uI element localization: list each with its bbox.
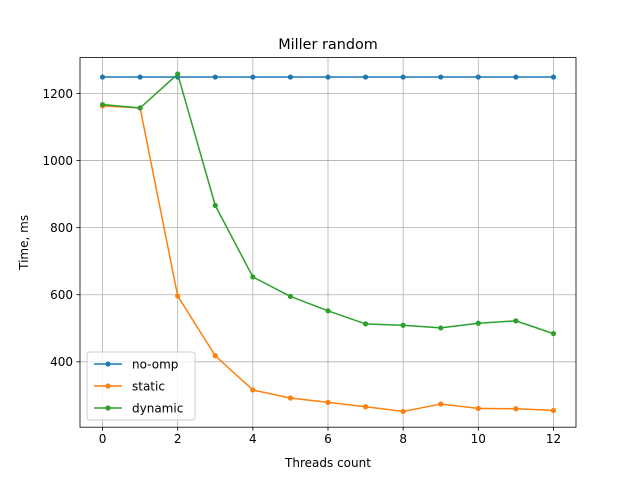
legend-label-no-omp: no-omp [132,358,178,372]
data-point-static [287,395,294,401]
x-tick-label: 0 [99,432,107,446]
data-point-static [250,387,256,393]
data-point-dynamic [212,202,218,209]
data-point-no-omp [137,74,143,80]
y-tick-label: 1000 [42,154,73,168]
data-point-dynamic [550,331,557,337]
x-axis-label: Threads count [284,456,371,470]
data-point-static [212,353,218,359]
data-point-dynamic [287,293,294,299]
data-point-no-omp [550,74,557,80]
data-point-static [325,399,331,405]
series-no-omp [99,74,557,80]
chart-title: Miller random [278,37,378,53]
series-group [99,71,557,415]
series-dynamic [99,71,557,337]
data-point-dynamic [513,318,519,324]
data-point-dynamic [438,325,444,331]
legend-marker-no-omp [105,361,111,367]
data-point-no-omp [325,74,331,80]
y-tick-label: 800 [50,221,73,235]
y-tick-label: 1200 [42,87,73,101]
ticks: 0 2 4 6 8 10 12 400 600 800 1000 1200 [42,87,561,446]
data-point-no-omp [250,74,256,80]
y-tick-label: 600 [50,288,73,302]
data-point-no-omp [438,74,444,80]
data-point-no-omp [212,74,218,80]
data-point-no-omp [400,74,406,80]
data-point-dynamic [250,274,256,280]
data-point-no-omp [475,74,481,80]
x-tick-label: 4 [249,432,257,446]
data-point-no-omp [99,74,106,80]
legend-box [86,351,196,421]
legend: no-omp static dynamic [86,351,196,421]
data-point-no-omp [513,74,519,80]
data-point-dynamic [362,321,369,327]
data-point-static [362,404,369,410]
data-point-no-omp [287,74,294,80]
data-point-dynamic [325,308,331,314]
data-point-dynamic [175,71,181,77]
x-tick-label: 6 [324,432,332,446]
y-axis-label: Time, ms [17,215,31,271]
data-point-dynamic [137,105,143,111]
x-tick-label: 10 [471,432,486,446]
data-point-static [550,407,557,414]
data-point-static [175,293,181,299]
legend-marker-static [105,383,111,389]
legend-marker-dynamic [105,405,111,411]
x-tick-label: 2 [174,432,182,446]
data-point-dynamic [400,322,406,328]
data-point-static [475,405,481,412]
x-tick-label: 12 [546,432,561,446]
legend-label-static: static [132,380,165,394]
data-point-static [513,406,519,412]
data-point-no-omp [362,74,369,80]
data-point-static [400,408,406,415]
data-point-static [438,401,444,407]
x-tick-label: 8 [399,432,407,446]
data-point-dynamic [99,101,106,108]
y-tick-label: 400 [50,355,73,369]
data-point-dynamic [475,320,481,326]
legend-label-dynamic: dynamic [132,402,183,416]
